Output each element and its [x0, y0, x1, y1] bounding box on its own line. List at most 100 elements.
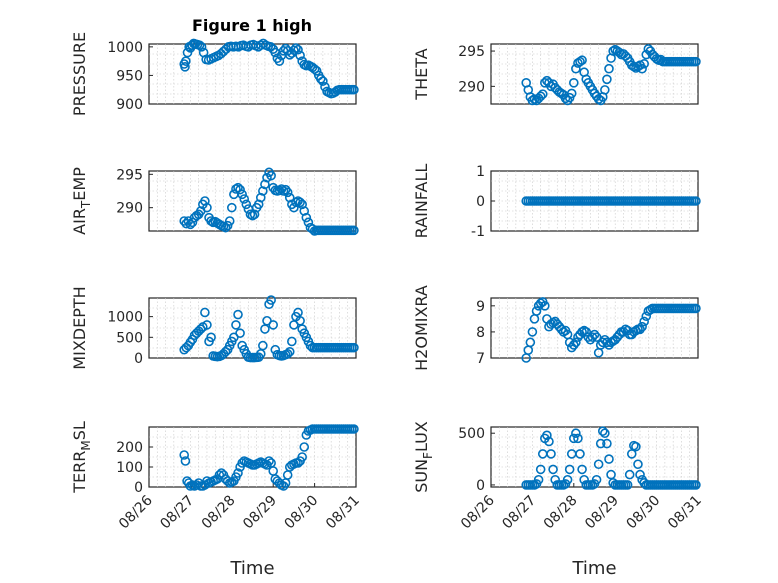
- data-point: [575, 449, 585, 459]
- data-point: [600, 428, 610, 439]
- data-point: [260, 179, 270, 190]
- x-tick-label: 08/29: [582, 493, 622, 533]
- data-point: [595, 438, 606, 449]
- y-axis-label: TERRMSL: [70, 421, 93, 494]
- y-tick-label: 200: [116, 440, 143, 456]
- data-point: [316, 74, 326, 84]
- data-point: [303, 217, 314, 228]
- data-point: [179, 450, 189, 460]
- data-point: [291, 43, 301, 53]
- data-series: [521, 297, 701, 363]
- data-point: [249, 209, 260, 220]
- data-point: [349, 84, 359, 95]
- data-point: [289, 45, 299, 56]
- y-tick-label: 900: [116, 97, 143, 113]
- y-tick-label: 0: [476, 194, 485, 210]
- y-tick-label: 9: [476, 299, 485, 315]
- data-point: [247, 210, 258, 221]
- data-point: [222, 476, 233, 486]
- data-point: [597, 426, 608, 436]
- subplot-mixdepth: 0 500 1000 MIXDEPTH: [70, 286, 359, 370]
- data-point: [233, 182, 243, 193]
- x-axis-label: Time: [571, 558, 616, 579]
- data-point: [602, 337, 612, 348]
- data-point: [265, 42, 276, 52]
- data-point: [284, 192, 295, 203]
- figure-title: Figure 1 high: [192, 16, 312, 35]
- x-tick-label: 08/30: [282, 493, 322, 533]
- data-point: [571, 63, 581, 74]
- data-point: [258, 340, 268, 351]
- y-tick-label: 295: [116, 167, 143, 183]
- y-tick-label: 8: [476, 325, 485, 341]
- data-point: [591, 474, 602, 485]
- data-point: [604, 63, 614, 74]
- data-point: [274, 56, 285, 66]
- data-point: [237, 189, 247, 200]
- data-point: [284, 346, 295, 357]
- data-series: [521, 426, 701, 490]
- data-point: [282, 187, 293, 198]
- data-point: [206, 332, 216, 343]
- data-point: [297, 452, 307, 462]
- data-point: [635, 324, 645, 335]
- subplot-theta: 290 295 THETA: [412, 43, 701, 106]
- data-point: [587, 332, 598, 342]
- data-point: [600, 85, 610, 95]
- data-point: [349, 424, 359, 434]
- data-point: [562, 474, 573, 485]
- data-point: [604, 454, 614, 464]
- data-point: [639, 58, 649, 69]
- y-tick-label: 0: [134, 480, 143, 496]
- subplot-air-temp: 290 295 AIRTEMP: [70, 167, 359, 236]
- data-series: [521, 44, 701, 106]
- data-point: [608, 46, 618, 56]
- y-tick-label: 1: [476, 164, 485, 180]
- data-point: [311, 66, 322, 76]
- data-point: [266, 295, 276, 305]
- y-tick-label: 290: [116, 201, 143, 217]
- data-point: [637, 63, 647, 74]
- data-series: [179, 38, 359, 99]
- data-point: [233, 309, 243, 320]
- data-point: [258, 38, 269, 49]
- data-point: [573, 433, 583, 444]
- data-point: [231, 320, 241, 330]
- data-point: [295, 50, 305, 61]
- data-point: [691, 196, 701, 206]
- data-point: [542, 430, 552, 441]
- y-axis-label: PRESSURE: [70, 32, 89, 116]
- data-point: [222, 220, 233, 231]
- data-point: [239, 194, 250, 204]
- data-point: [571, 337, 581, 348]
- data-point: [691, 303, 701, 314]
- y-tick-label: 100: [116, 460, 143, 476]
- data-point: [349, 342, 359, 353]
- data-point: [266, 170, 276, 181]
- data-point: [575, 56, 585, 67]
- data-series: [179, 167, 359, 236]
- data-point: [299, 206, 310, 216]
- data-point: [200, 307, 210, 318]
- data-point: [181, 56, 191, 66]
- subplot-rainfall: -1 0 1 RAINFALL: [412, 164, 701, 240]
- data-point: [525, 337, 536, 348]
- data-point: [548, 464, 558, 475]
- data-point: [318, 76, 328, 86]
- data-point: [535, 91, 546, 102]
- data-point: [297, 199, 307, 210]
- data-point: [637, 321, 647, 332]
- data-point: [577, 464, 587, 475]
- x-tick-label: 08/26: [458, 492, 498, 532]
- data-point: [566, 88, 577, 99]
- data-point: [537, 89, 548, 99]
- x-axis-label: Time: [229, 558, 274, 579]
- data-point: [635, 469, 645, 480]
- data-point: [299, 442, 310, 452]
- data-point: [231, 184, 241, 194]
- data-point: [280, 184, 291, 195]
- x-tick-label: 08/28: [541, 493, 581, 533]
- data-point: [200, 196, 210, 206]
- data-point: [202, 202, 212, 213]
